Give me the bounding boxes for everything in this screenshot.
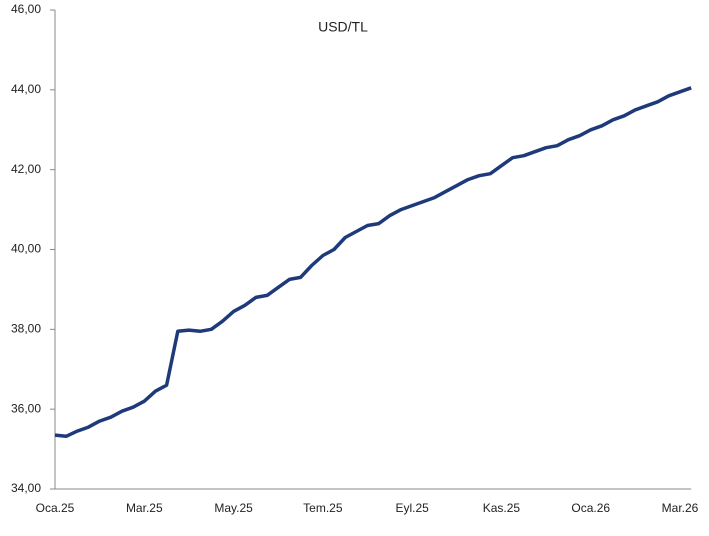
y-tick-label: 44,00 bbox=[11, 82, 41, 96]
y-tick-label: 46,00 bbox=[11, 2, 41, 16]
y-tick-label: 40,00 bbox=[11, 242, 41, 256]
x-tick-label: Mar.25 bbox=[126, 501, 163, 515]
x-tick-label: Mar.26 bbox=[662, 501, 699, 515]
x-tick-label: Kas.25 bbox=[483, 501, 521, 515]
y-tick-label: 34,00 bbox=[11, 481, 41, 495]
x-tick-label: Eyl.25 bbox=[395, 501, 429, 515]
y-tick-label: 42,00 bbox=[11, 162, 41, 176]
line-series bbox=[54, 86, 692, 439]
x-tick-label: Oca.26 bbox=[571, 501, 610, 515]
y-tick-label: 38,00 bbox=[11, 322, 41, 336]
y-tick-label: 36,00 bbox=[11, 401, 41, 415]
x-tick-label: May.25 bbox=[214, 501, 253, 515]
chart-title: USD/TL bbox=[318, 19, 368, 35]
x-tick-label: Tem.25 bbox=[303, 501, 343, 515]
x-tick-label: Oca.25 bbox=[36, 501, 75, 515]
